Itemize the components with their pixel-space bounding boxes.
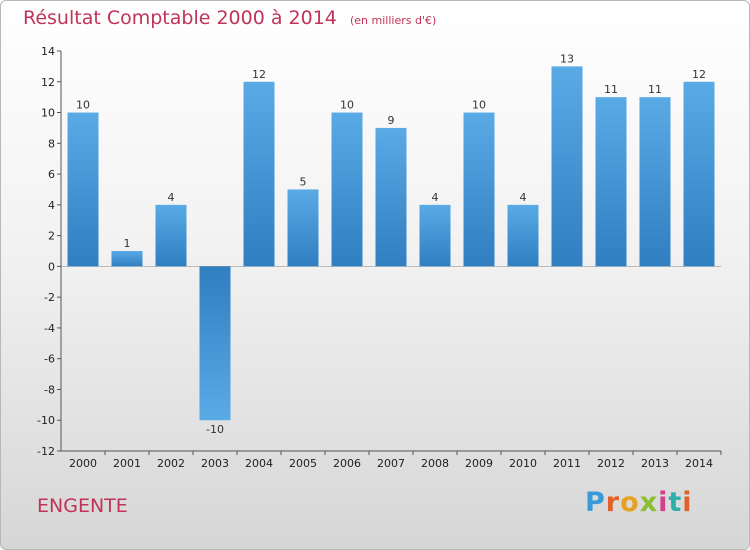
data-label-2001: 1 [124, 237, 131, 250]
data-label-2005: 5 [300, 175, 307, 188]
logo-letter: i [658, 487, 669, 518]
data-label-2007: 9 [388, 114, 395, 127]
x-tick-label: 2012 [597, 457, 625, 470]
bar-2011 [551, 66, 583, 267]
y-tick-label: 12 [41, 76, 55, 89]
y-tick-label: -6 [44, 353, 55, 366]
data-label-2008: 4 [432, 191, 439, 204]
bar-2006 [331, 112, 363, 267]
x-tick-label: 2000 [69, 457, 97, 470]
labels: 10 1 4 -10 12 5 10 9 4 10 4 13 11 11 12 [76, 52, 706, 436]
bar-2013 [639, 97, 671, 267]
x-tick-label: 2001 [113, 457, 141, 470]
data-label-2012: 11 [604, 83, 618, 96]
bar-2010 [507, 204, 539, 267]
bar-2007 [375, 127, 407, 267]
y-tick-label: 14 [41, 45, 55, 58]
bar-2001 [111, 251, 143, 267]
y-tick-label: 10 [41, 107, 55, 120]
x-tick-label: 2003 [201, 457, 229, 470]
x-tick-label: 2007 [377, 457, 405, 470]
logo-letter: t [668, 487, 683, 518]
y-tick-label: 6 [48, 168, 55, 181]
data-label-2009: 10 [472, 99, 486, 112]
data-label-2006: 10 [340, 99, 354, 112]
logo-letter: o [620, 487, 640, 518]
x-tick-label: 2002 [157, 457, 185, 470]
x-tick-label: 2013 [641, 457, 669, 470]
y-tick-label: -12 [37, 445, 55, 458]
logo-letter: i [682, 487, 693, 518]
bar-2005 [287, 189, 319, 267]
y-tick-label: -4 [44, 322, 55, 335]
y-tick-label: 0 [48, 260, 55, 273]
x-tick-label: 2005 [289, 457, 317, 470]
title-unit: (en milliers d'€) [349, 14, 437, 27]
data-label-2010: 4 [520, 191, 527, 204]
x-tick-label: 2010 [509, 457, 537, 470]
y-tick-label: -2 [44, 291, 55, 304]
bar-2002 [155, 204, 187, 267]
bar-2003 [199, 266, 231, 421]
proxiti-logo[interactable]: Proxiti [585, 487, 693, 518]
data-label-2004: 12 [252, 68, 266, 81]
bar-2004 [243, 81, 275, 267]
y-tick-label: 4 [48, 199, 55, 212]
y-tick-label: -10 [37, 414, 55, 427]
x-tick-label: 2009 [465, 457, 493, 470]
y-tick-label: -8 [44, 383, 55, 396]
title-text: Résultat Comptable 2000 à 2014 [23, 7, 337, 29]
x-tick-label: 2006 [333, 457, 361, 470]
bar-2012 [595, 97, 627, 267]
bar-2008 [419, 204, 451, 267]
y-tick-label: 2 [48, 230, 55, 243]
data-label-2000: 10 [76, 99, 90, 112]
data-label-2013: 11 [648, 83, 662, 96]
bars [67, 66, 715, 421]
x-tick-label: 2014 [685, 457, 713, 470]
x-tick-label: 2008 [421, 457, 449, 470]
data-label-2002: 4 [168, 191, 175, 204]
data-label-2003: -10 [206, 423, 224, 436]
logo-letter: r [605, 487, 621, 518]
y-tick-label: 8 [48, 137, 55, 150]
town-name: ENGENTE [37, 495, 128, 517]
logo-letter: x [639, 487, 659, 518]
bar-2014 [683, 81, 715, 267]
chart-title: Résultat Comptable 2000 à 2014 (en milli… [23, 7, 436, 29]
data-label-2011: 13 [560, 52, 574, 65]
data-label-2014: 12 [692, 68, 706, 81]
logo-letter: P [585, 487, 606, 518]
bar-2009 [463, 112, 495, 267]
x-tick-label: 2011 [553, 457, 581, 470]
bar-2000 [67, 112, 99, 267]
x-tick-label: 2004 [245, 457, 273, 470]
